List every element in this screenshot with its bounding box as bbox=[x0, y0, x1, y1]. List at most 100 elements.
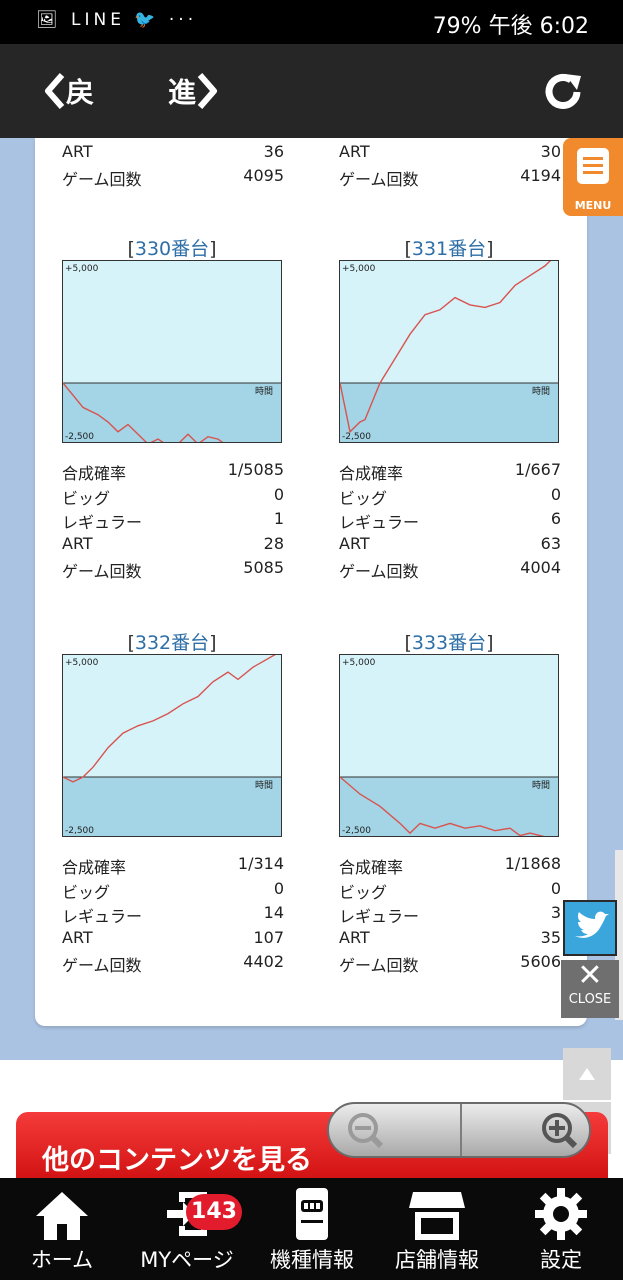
stat-value: 5606 bbox=[520, 952, 561, 971]
machine-suffix[interactable]: 番台 bbox=[171, 238, 210, 260]
stat-label: ゲーム回数 bbox=[62, 956, 142, 975]
battery-level: 79% bbox=[432, 14, 482, 39]
graph-negative-area bbox=[63, 383, 281, 442]
notification-badge: 143 bbox=[186, 1194, 242, 1230]
zoom-in-button[interactable] bbox=[463, 1108, 587, 1154]
slump-graph: +5,000 -2,500 時間 bbox=[339, 654, 559, 837]
reload-button[interactable] bbox=[541, 70, 585, 118]
stat-value: 6 bbox=[550, 509, 561, 528]
bracket-close: ] bbox=[486, 238, 494, 260]
graph-time-label: 時間 bbox=[255, 386, 273, 397]
stat-label: レギュラー bbox=[339, 513, 420, 532]
tab-store-info-label: 店舗情報 bbox=[395, 1248, 479, 1272]
tab-store-info[interactable]: 店舗情報 bbox=[375, 1178, 499, 1280]
stat-value: 5085 bbox=[243, 558, 284, 577]
stat-label: レギュラー bbox=[62, 907, 143, 926]
home-icon bbox=[36, 1192, 88, 1240]
tab-settings[interactable]: 設定 bbox=[499, 1178, 623, 1280]
stat-value: 1/314 bbox=[237, 854, 284, 873]
bracket-open: [ bbox=[127, 632, 135, 654]
bracket-open: [ bbox=[127, 238, 135, 260]
stat-value: 0 bbox=[550, 878, 561, 898]
machine-number[interactable]: 333 bbox=[411, 632, 449, 654]
graph-ymin-label: -2,500 bbox=[65, 432, 94, 442]
gear-icon bbox=[535, 1188, 587, 1240]
bracket-open: [ bbox=[404, 632, 412, 654]
bottom-tab-bar: ホーム MYページ 機種情報 店舗情報 設定 bbox=[0, 1178, 623, 1280]
side-panel-edge bbox=[615, 850, 623, 1020]
graph-negative-area bbox=[340, 383, 558, 442]
stat-label: 合成確率 bbox=[62, 464, 127, 483]
bracket-close: ] bbox=[209, 632, 217, 654]
stat-label: レギュラー bbox=[62, 513, 143, 532]
back-label: 戻 bbox=[66, 76, 95, 109]
bracket-close: ] bbox=[486, 632, 494, 654]
stat-label: ビッグ bbox=[339, 882, 388, 902]
stat-label: レギュラー bbox=[339, 907, 420, 926]
status-right: 79% 午後 6:02 bbox=[433, 8, 589, 40]
slump-graph-svg: +5,000 -2,500 時間 bbox=[63, 655, 281, 836]
stat-value: 4004 bbox=[520, 558, 561, 577]
graph-ymax-label: +5,000 bbox=[65, 264, 99, 274]
graph-time-label: 時間 bbox=[255, 780, 273, 791]
machine-title[interactable]: [333番台] bbox=[339, 628, 559, 655]
store-icon bbox=[409, 1192, 465, 1240]
slump-graph: +5,000 -2,500 時間 bbox=[62, 654, 282, 837]
close-share-button[interactable]: ✕ CLOSE bbox=[561, 960, 619, 1018]
chevron-right-icon bbox=[197, 73, 218, 109]
graph-ymin-label: -2,500 bbox=[342, 826, 371, 836]
graph-time-label: 時間 bbox=[532, 386, 550, 397]
tab-machine-info[interactable]: 機種情報 bbox=[250, 1178, 374, 1280]
back-button[interactable]: 戻 bbox=[44, 66, 94, 116]
machine-title[interactable]: [331番台] bbox=[339, 234, 559, 261]
graph-ymax-label: +5,000 bbox=[342, 264, 376, 274]
stat-value: 0 bbox=[273, 878, 284, 898]
twitter-share-button[interactable] bbox=[563, 900, 617, 956]
tab-machine-info-label: 機種情報 bbox=[270, 1248, 354, 1272]
menu-button[interactable]: MENU bbox=[563, 138, 623, 216]
tab-mypage[interactable]: MYページ bbox=[125, 1178, 249, 1280]
graph-positive-area bbox=[63, 655, 281, 777]
tab-home[interactable]: ホーム bbox=[0, 1178, 124, 1280]
stat-value: 35 bbox=[540, 927, 561, 947]
slump-line bbox=[340, 776, 545, 836]
slump-graph-svg: +5,000 -2,500 時間 bbox=[340, 261, 558, 442]
stat-label: ゲーム回数 bbox=[62, 562, 142, 581]
machine-number[interactable]: 331 bbox=[411, 238, 449, 260]
stat-label: 合成確率 bbox=[62, 858, 127, 877]
close-icon: ✕ bbox=[577, 958, 603, 993]
machine-number[interactable]: 332 bbox=[134, 632, 172, 654]
zoom-divider bbox=[460, 1104, 462, 1156]
stat-label: ART bbox=[62, 533, 93, 553]
stat-label: ビッグ bbox=[62, 488, 111, 508]
machine-title[interactable]: [332番台] bbox=[62, 628, 282, 655]
machine-suffix[interactable]: 番台 bbox=[448, 238, 487, 260]
stat-label: ビッグ bbox=[339, 488, 388, 508]
machine-suffix[interactable]: 番台 bbox=[171, 632, 210, 654]
slump-graph-svg: +5,000 -2,500 時間 bbox=[63, 261, 281, 442]
stat-label: 合成確率 bbox=[339, 464, 404, 483]
graph-negative-area bbox=[63, 777, 281, 836]
stat-value: 3 bbox=[550, 903, 561, 922]
stat-value: 4402 bbox=[243, 952, 284, 971]
stat-label: ART bbox=[339, 927, 370, 947]
menu-list-icon bbox=[577, 148, 609, 184]
stat-label: ART bbox=[339, 533, 370, 553]
chevron-left-icon bbox=[45, 73, 65, 109]
stat-label: ゲーム回数 bbox=[339, 562, 419, 581]
graph-ymax-label: +5,000 bbox=[342, 658, 376, 668]
content-area: ART 36 ゲーム回数 4095 ART 30 ゲーム回数 4194 [330… bbox=[0, 138, 623, 1060]
zoom-out-button[interactable] bbox=[333, 1108, 457, 1154]
zoom-control bbox=[327, 1102, 591, 1158]
forward-button[interactable]: 進 bbox=[168, 66, 218, 116]
scroll-up-button[interactable] bbox=[563, 1048, 611, 1100]
machine-number[interactable]: 330 bbox=[134, 238, 172, 260]
machine-title[interactable]: [330番台] bbox=[62, 234, 282, 261]
stat-label: 合成確率 bbox=[339, 858, 404, 877]
bracket-close: ] bbox=[209, 238, 217, 260]
browser-nav-bar: 戻 進 bbox=[0, 44, 623, 138]
graph-positive-area bbox=[340, 655, 558, 777]
menu-label: MENU bbox=[574, 199, 612, 212]
notification-icons: 🖼 LINE 🐦 ··· bbox=[36, 10, 198, 30]
machine-suffix[interactable]: 番台 bbox=[448, 632, 487, 654]
